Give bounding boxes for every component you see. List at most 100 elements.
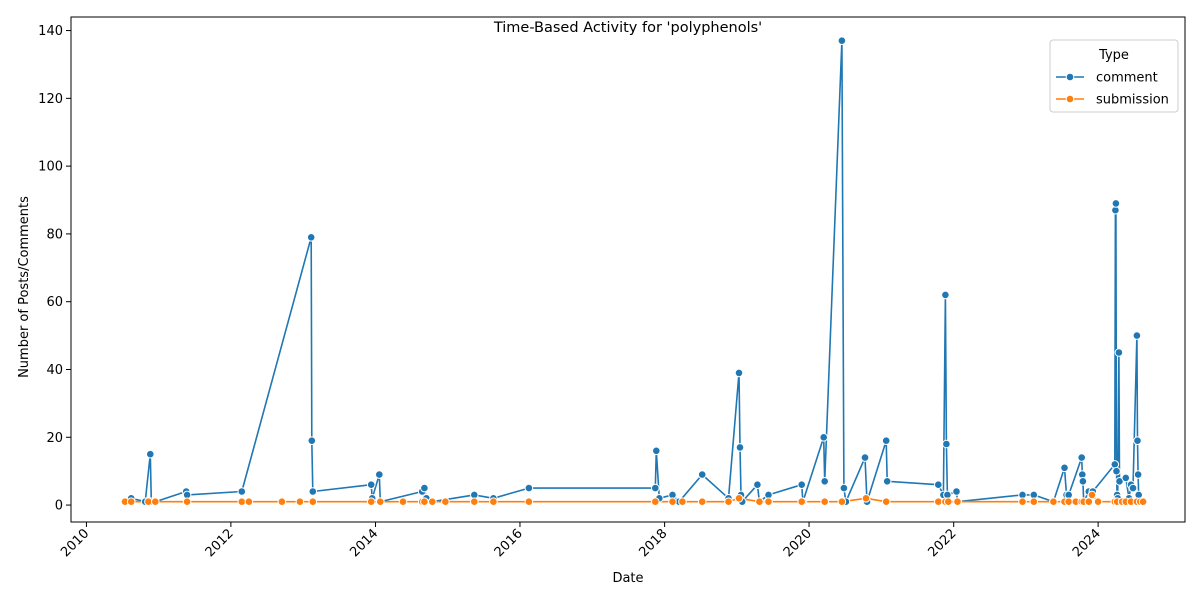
y-tick-label: 40	[46, 363, 63, 378]
data-point-submission	[934, 497, 943, 507]
data-point-submission	[151, 497, 160, 507]
data-point-submission	[376, 497, 385, 507]
data-point-comment	[735, 443, 745, 452]
data-point-submission	[1064, 497, 1073, 507]
data-point-comment	[1060, 463, 1069, 473]
data-point-comment	[819, 433, 829, 442]
data-point-submission	[244, 497, 254, 507]
legend-box	[1049, 39, 1179, 113]
data-point-submission	[1029, 497, 1039, 507]
data-point-comment	[797, 480, 807, 490]
data-point-submission	[755, 497, 764, 507]
data-point-submission	[881, 497, 891, 507]
data-point-submission	[1049, 497, 1058, 507]
data-point-submission	[470, 497, 479, 507]
data-point-comment	[697, 470, 707, 479]
data-point-submission	[837, 497, 847, 507]
data-point-comment	[860, 453, 870, 462]
y-axis: 0 20 40 60 80 100 120 140	[38, 24, 71, 514]
data-point-submission	[295, 497, 305, 507]
data-point-comment	[941, 290, 950, 300]
data-point-submission	[797, 497, 807, 507]
data-point-submission	[678, 497, 687, 507]
data-point-submission	[1087, 490, 1097, 500]
data-point-comment	[1078, 477, 1088, 486]
data-point-comment	[1077, 453, 1086, 462]
data-point-comment	[146, 449, 155, 459]
data-point-submission	[398, 497, 408, 507]
data-point-submission	[651, 497, 660, 507]
data-point-submission	[126, 497, 136, 507]
data-point-comment	[934, 480, 943, 490]
y-tick-label: 60	[46, 295, 63, 310]
data-point-comment	[1133, 436, 1142, 446]
data-point-submission	[944, 497, 953, 507]
y-tick-label: 0	[55, 499, 63, 514]
legend: Type comment submission	[1049, 39, 1179, 113]
data-point-submission	[237, 497, 247, 507]
x-axis-label: Date	[612, 571, 643, 586]
series-layer	[120, 36, 1148, 507]
data-point-comment	[652, 446, 661, 456]
data-point-submission	[724, 497, 733, 507]
data-point-comment	[524, 483, 534, 493]
y-axis-label: Number of Posts/Comments	[17, 196, 32, 378]
data-point-submission	[1138, 497, 1148, 507]
data-point-submission	[953, 497, 962, 507]
y-tick-label: 20	[46, 431, 63, 446]
data-point-comment	[1132, 331, 1142, 340]
chart-title: Time-Based Activity for 'polyphenols'	[493, 20, 762, 36]
data-point-comment	[881, 436, 891, 446]
data-point-comment	[734, 368, 744, 378]
data-point-comment	[366, 480, 376, 490]
data-point-comment	[837, 36, 847, 46]
data-point-submission	[366, 497, 376, 507]
data-point-comment	[753, 480, 762, 490]
data-point-comment	[820, 477, 830, 486]
legend-marker-submission	[1065, 94, 1075, 104]
y-tick-label: 100	[38, 160, 63, 175]
legend-title: Type	[1098, 48, 1129, 63]
data-point-submission	[668, 497, 677, 507]
data-point-comment	[839, 483, 849, 493]
data-point-comment	[952, 487, 961, 496]
data-point-submission	[182, 497, 192, 507]
data-point-comment	[882, 477, 892, 486]
legend-label-submission: submission	[1096, 93, 1169, 108]
data-point-submission	[1018, 497, 1027, 507]
data-point-submission	[420, 497, 429, 507]
data-point-submission	[861, 494, 871, 503]
data-point-submission	[734, 494, 744, 503]
legend-marker-comment	[1065, 72, 1075, 82]
y-tick-label: 80	[46, 227, 63, 242]
data-point-comment	[237, 487, 247, 496]
data-point-comment	[1111, 199, 1121, 208]
data-point-comment	[307, 436, 317, 446]
data-point-submission	[277, 497, 287, 507]
data-point-submission	[489, 497, 498, 507]
data-point-comment	[1121, 473, 1131, 483]
data-point-submission	[1093, 497, 1103, 507]
data-point-submission	[308, 497, 318, 507]
plot-frame	[70, 16, 1186, 523]
data-point-comment	[1133, 470, 1143, 479]
data-point-comment	[308, 487, 318, 496]
data-point-comment	[1114, 348, 1124, 357]
y-tick-label: 140	[38, 24, 63, 39]
data-point-submission	[764, 497, 773, 507]
legend-items: comment submission	[1056, 71, 1169, 108]
data-point-submission	[820, 497, 830, 507]
legend-label-comment: comment	[1096, 71, 1158, 86]
data-point-comment	[420, 483, 429, 493]
data-point-submission	[441, 497, 450, 507]
data-point-comment	[651, 483, 660, 493]
data-point-comment	[375, 470, 384, 479]
y-tick-label: 120	[38, 92, 63, 107]
data-point-submission	[428, 497, 437, 507]
data-point-comment	[1128, 483, 1138, 493]
data-point-comment	[1112, 466, 1121, 476]
data-point-submission	[697, 497, 707, 507]
